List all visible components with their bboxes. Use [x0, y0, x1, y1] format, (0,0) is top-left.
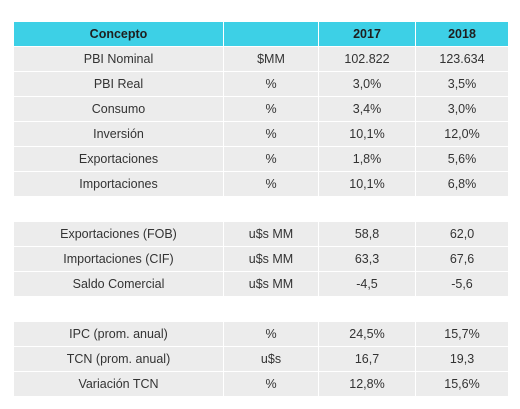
row-concept: Consumo [14, 97, 224, 122]
row-value-2017: 12,8% [319, 372, 416, 397]
row-concept: Inversión [14, 122, 224, 147]
row-value-2018: 19,3 [416, 347, 508, 372]
row-value-2018: 67,6 [416, 247, 508, 272]
header-2017: 2017 [319, 22, 416, 47]
row-value-2018: 3,0% [416, 97, 508, 122]
row-value-2017: 1,8% [319, 147, 416, 172]
row-unit: % [224, 72, 319, 97]
row-value-2018: 6,8% [416, 172, 508, 197]
row-value-2017: 3,4% [319, 97, 416, 122]
row-value-2017: 58,8 [319, 222, 416, 247]
row-value-2017: -4,5 [319, 272, 416, 297]
row-concept: Exportaciones (FOB) [14, 222, 224, 247]
table-row-exportaciones: Exportaciones % 1,8% 5,6% [14, 147, 508, 172]
economic-indicators-table: Concepto 2017 2018 PBI Nominal $MM 102.8… [14, 22, 508, 397]
table-spacer-row [14, 197, 508, 222]
row-unit: % [224, 172, 319, 197]
table-row-consumo: Consumo % 3,4% 3,0% [14, 97, 508, 122]
row-value-2017: 3,0% [319, 72, 416, 97]
row-concept: TCN (prom. anual) [14, 347, 224, 372]
row-value-2018: 12,0% [416, 122, 508, 147]
row-value-2017: 102.822 [319, 47, 416, 72]
row-value-2018: 62,0 [416, 222, 508, 247]
table-row-exportaciones-fob: Exportaciones (FOB) u$s MM 58,8 62,0 [14, 222, 508, 247]
table-row-importaciones-cif: Importaciones (CIF) u$s MM 63,3 67,6 [14, 247, 508, 272]
header-unit [224, 22, 319, 47]
row-concept: Importaciones [14, 172, 224, 197]
row-value-2018: 15,6% [416, 372, 508, 397]
header-2018: 2018 [416, 22, 508, 47]
table-row-pbi-nominal: PBI Nominal $MM 102.822 123.634 [14, 47, 508, 72]
row-value-2017: 10,1% [319, 172, 416, 197]
row-unit: % [224, 147, 319, 172]
table-row-tcn: TCN (prom. anual) u$s 16,7 19,3 [14, 347, 508, 372]
row-concept: IPC (prom. anual) [14, 322, 224, 347]
row-unit: $MM [224, 47, 319, 72]
row-value-2018: 123.634 [416, 47, 508, 72]
row-value-2018: 3,5% [416, 72, 508, 97]
table-row-variacion-tcn: Variación TCN % 12,8% 15,6% [14, 372, 508, 397]
row-unit: % [224, 322, 319, 347]
header-concepto: Concepto [14, 22, 224, 47]
table-row-saldo-comercial: Saldo Comercial u$s MM -4,5 -5,6 [14, 272, 508, 297]
row-unit: u$s MM [224, 272, 319, 297]
row-value-2018: 5,6% [416, 147, 508, 172]
row-value-2017: 10,1% [319, 122, 416, 147]
row-unit: u$s MM [224, 247, 319, 272]
row-concept: Variación TCN [14, 372, 224, 397]
row-unit: u$s [224, 347, 319, 372]
row-concept: Importaciones (CIF) [14, 247, 224, 272]
row-unit: u$s MM [224, 222, 319, 247]
table-row-ipc: IPC (prom. anual) % 24,5% 15,7% [14, 322, 508, 347]
row-unit: % [224, 372, 319, 397]
table-row-inversion: Inversión % 10,1% 12,0% [14, 122, 508, 147]
table-row-pbi-real: PBI Real % 3,0% 3,5% [14, 72, 508, 97]
row-concept: PBI Nominal [14, 47, 224, 72]
row-concept: Saldo Comercial [14, 272, 224, 297]
row-value-2017: 63,3 [319, 247, 416, 272]
table-spacer-row [14, 297, 508, 322]
row-unit: % [224, 97, 319, 122]
row-unit: % [224, 122, 319, 147]
row-value-2017: 24,5% [319, 322, 416, 347]
row-value-2018: -5,6 [416, 272, 508, 297]
table-row-importaciones: Importaciones % 10,1% 6,8% [14, 172, 508, 197]
row-concept: PBI Real [14, 72, 224, 97]
row-concept: Exportaciones [14, 147, 224, 172]
row-value-2017: 16,7 [319, 347, 416, 372]
row-value-2018: 15,7% [416, 322, 508, 347]
table-header-row: Concepto 2017 2018 [14, 22, 508, 47]
